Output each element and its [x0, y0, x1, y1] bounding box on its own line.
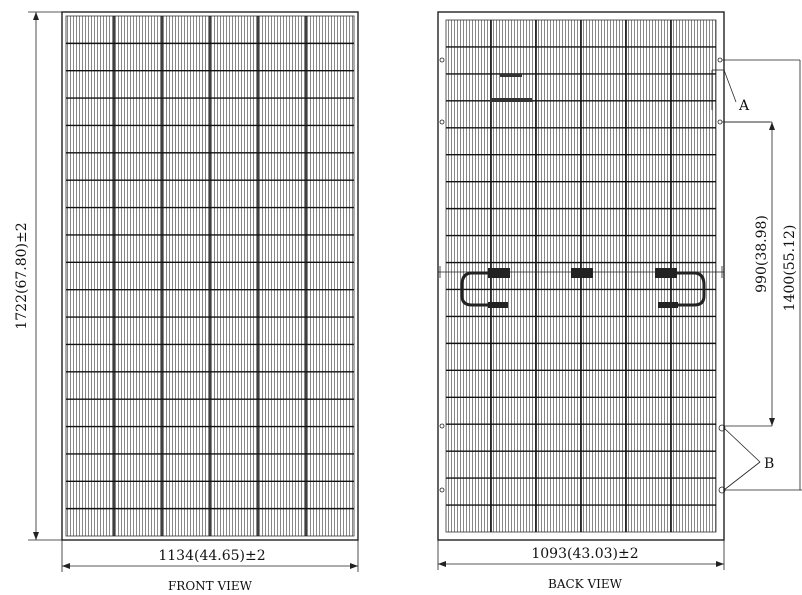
- junction-box-middle: [571, 268, 593, 278]
- front-view: 1722(67.80)±2 1134(44.65)±2 FRONT VIEW: [14, 11, 359, 593]
- front-height-dimension: [28, 11, 62, 541]
- callout-a-leader: [711, 59, 800, 123]
- junction-boxes: [460, 74, 706, 308]
- callout-b-label: B: [764, 456, 774, 472]
- back-frame-outer: [437, 11, 725, 541]
- front-width-label: 1134(44.65)±2: [158, 548, 265, 564]
- cable-connector-left: [488, 302, 508, 308]
- dim-990-line: [724, 121, 775, 427]
- cable-connector-right: [658, 302, 678, 308]
- callout-b-leader: [723, 427, 761, 491]
- dim-1400-line: [724, 60, 802, 491]
- dim-1400-label: 1400(55.12): [782, 225, 798, 312]
- center-marker: [438, 266, 724, 278]
- back-view-title: BACK VIEW: [548, 577, 623, 591]
- junction-box-right: [655, 268, 677, 278]
- front-height-label: 1722(67.80)±2: [14, 222, 30, 329]
- dim-990-label: 990(38.98): [754, 215, 770, 293]
- back-label-1: [500, 74, 522, 77]
- back-label-2: [490, 98, 532, 102]
- cable-left: [460, 271, 488, 307]
- junction-box-left: [488, 268, 510, 278]
- front-frame-outer: [61, 11, 359, 541]
- front-view-title: FRONT VIEW: [168, 579, 253, 593]
- cable-right: [677, 271, 706, 307]
- back-view: A 990(38.98) 1400(55.12) B: [437, 11, 802, 591]
- front-cell-grid: [66, 16, 354, 536]
- callout-a-label: A: [738, 98, 750, 114]
- front-width-dimension: [61, 540, 359, 572]
- back-width-dimension: [437, 540, 725, 570]
- back-width-label: 1093(43.03)±2: [531, 546, 638, 562]
